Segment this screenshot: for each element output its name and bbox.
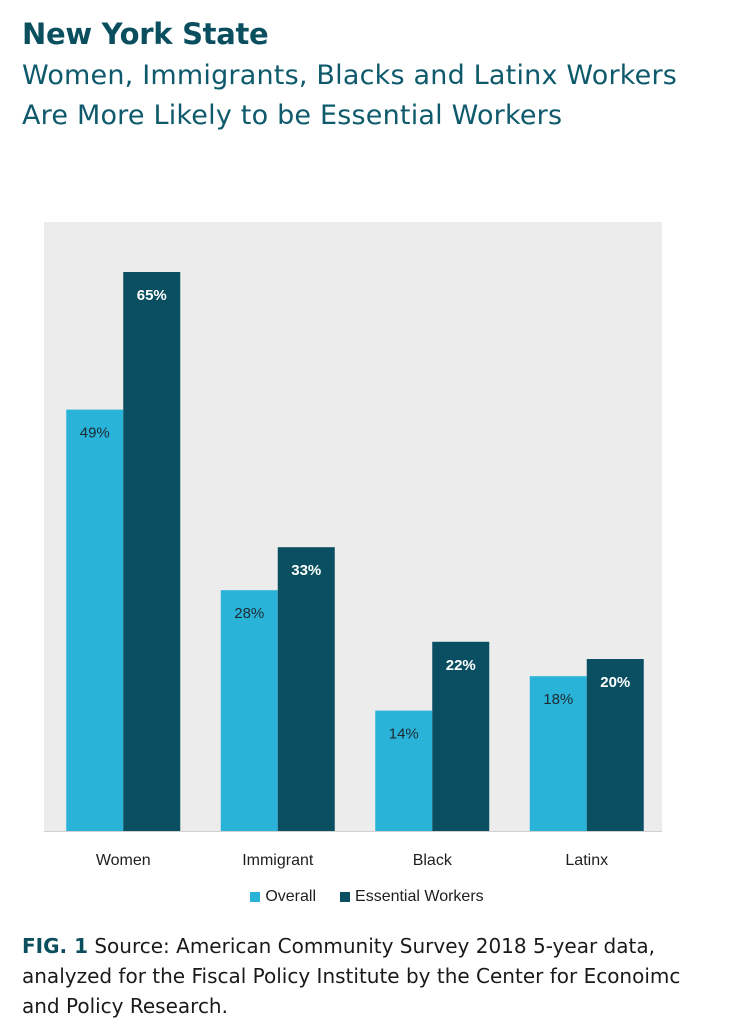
figure-label: FIG. 1	[22, 934, 88, 958]
legend-label-essential-workers: Essential Workers	[355, 888, 484, 905]
legend-swatch-essential-workers	[340, 892, 351, 902]
data-label-overall-latinx: 18%	[543, 691, 573, 708]
chart-subtitle: Women, Immigrants, Blacks and Latinx Wor…	[22, 60, 678, 131]
bar-overall-latinx	[529, 676, 587, 831]
figure-caption: FIG. 1 Source: American Community Survey…	[22, 931, 722, 1021]
legend-item-essential-workers: Essential Workers	[340, 888, 484, 906]
bar-essential-workers-black	[432, 641, 490, 831]
bar-essential-workers-women	[123, 272, 181, 831]
data-label-overall-women: 49%	[80, 425, 110, 442]
x-tick-label-women: Women	[96, 852, 151, 869]
chart-title: New York State	[22, 17, 269, 51]
legend-item-overall: Overall	[250, 888, 316, 906]
data-label-essential-workers-black: 22%	[446, 657, 476, 674]
data-label-overall-immigrant: 28%	[234, 605, 264, 622]
figure-source-text: Source: American Community Survey 2018 5…	[22, 934, 681, 1018]
chart-legend: Overall Essential Workers	[0, 888, 734, 906]
bar-overall-women	[66, 409, 124, 831]
data-label-overall-black: 14%	[389, 726, 419, 743]
legend-swatch-overall	[250, 892, 261, 902]
legend-label-overall: Overall	[265, 888, 317, 905]
bar-essential-workers-immigrant	[277, 547, 335, 831]
bar-overall-black	[375, 710, 433, 831]
data-label-essential-workers-latinx: 20%	[600, 674, 630, 691]
x-tick-label-latinx: Latinx	[565, 852, 608, 869]
data-label-essential-workers-immigrant: 33%	[291, 562, 321, 579]
bar-overall-immigrant	[220, 590, 278, 831]
x-tick-label-immigrant: Immigrant	[242, 852, 314, 869]
bar-essential-workers-latinx	[586, 659, 644, 831]
x-tick-label-black: Black	[413, 852, 453, 869]
data-label-essential-workers-women: 65%	[137, 287, 167, 304]
